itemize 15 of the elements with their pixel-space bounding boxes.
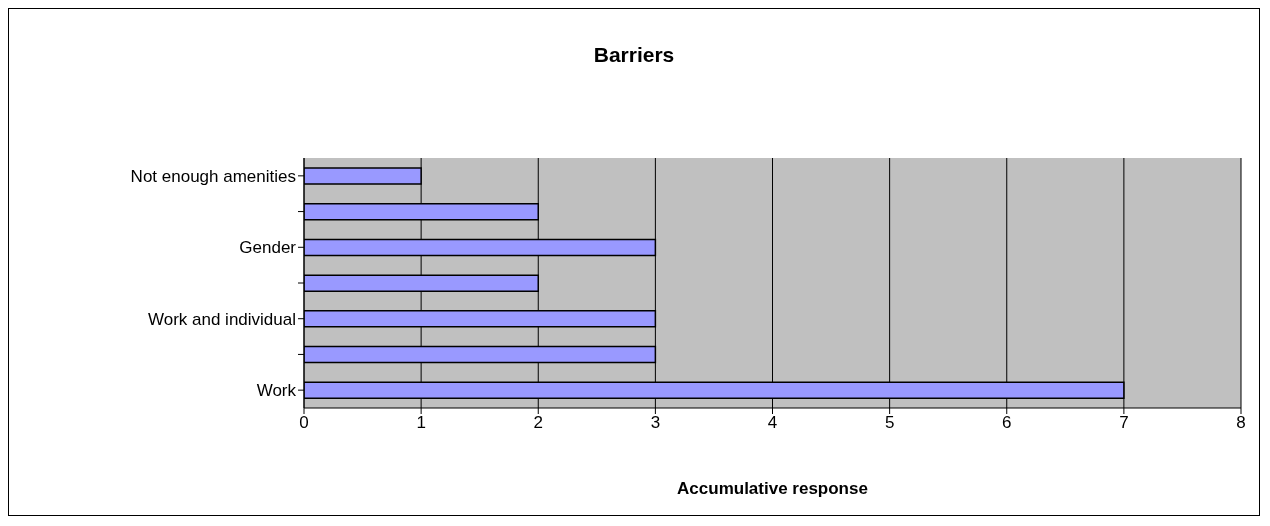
x-tick-label: 4	[767, 413, 778, 433]
x-tick-label: 8	[1236, 413, 1246, 433]
x-tick-label: 5	[884, 413, 895, 433]
x-tick-label: 1	[416, 413, 426, 433]
x-axis-title: Accumulative response	[677, 479, 868, 498]
x-tick-label: 2	[533, 413, 543, 433]
y-tick-label: Work	[256, 381, 297, 401]
x-tick-label: 7	[1119, 413, 1129, 433]
x-tick-label: 3	[650, 413, 661, 433]
y-tick-label: Not enough amenities	[130, 166, 296, 186]
x-tick-label: 0	[299, 413, 309, 433]
y-tick-label: Work and individual	[147, 309, 296, 329]
chart-title: Barriers	[592, 43, 676, 67]
y-tick-label: Gender	[239, 238, 297, 258]
x-tick-label: 6	[1002, 413, 1012, 433]
